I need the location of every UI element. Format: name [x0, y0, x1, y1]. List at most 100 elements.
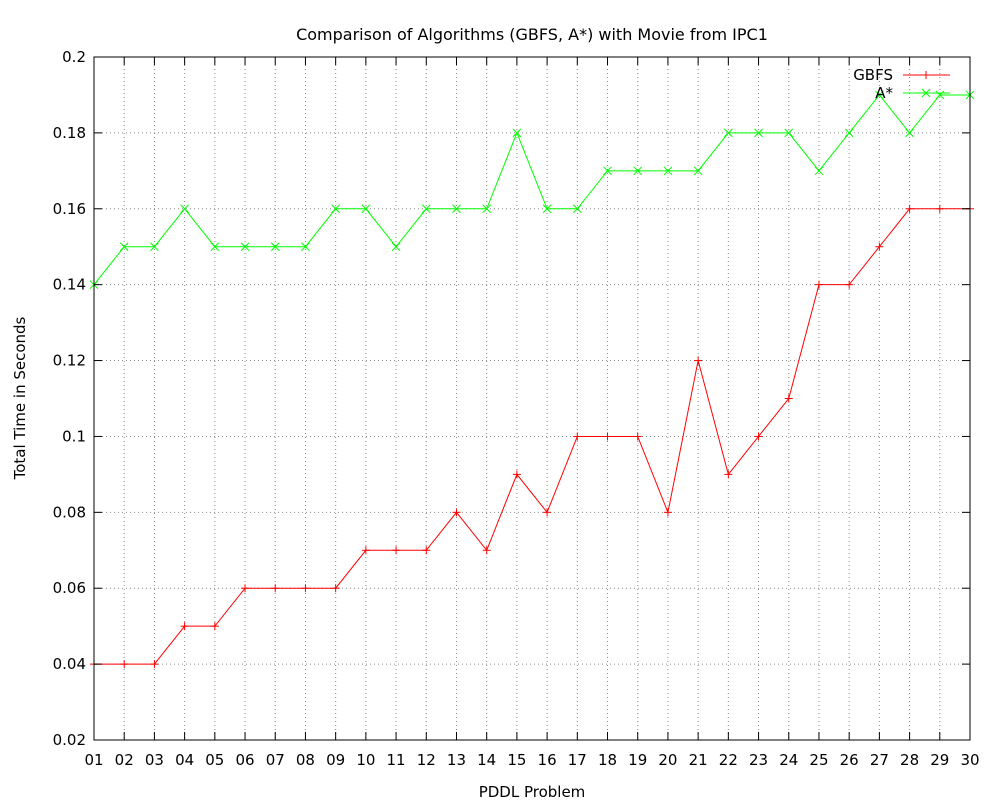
data-point-gbfs [905, 204, 914, 213]
marker-stroke [844, 128, 854, 138]
data-point-astar [512, 128, 522, 138]
data-point-gbfs [271, 584, 280, 593]
marker-stroke [210, 242, 220, 252]
data-point-gbfs [180, 622, 189, 631]
x-tick-label: 07 [266, 751, 285, 769]
data-point-astar [421, 204, 431, 214]
marker-stroke [301, 242, 310, 252]
data-point-gbfs [845, 280, 854, 289]
data-point-astar [301, 242, 310, 252]
x-tick-label: 02 [115, 751, 134, 769]
x-tick-label: 28 [900, 751, 919, 769]
data-point-astar [754, 128, 763, 138]
data-point-astar [452, 204, 461, 214]
marker-stroke [119, 242, 129, 252]
y-tick-label: 0.18 [53, 124, 86, 142]
x-tick-label: 11 [387, 751, 406, 769]
marker-stroke [452, 204, 461, 214]
series-astar [89, 90, 975, 290]
data-point-gbfs [573, 432, 582, 441]
x-tick-label: 26 [840, 751, 859, 769]
x-tick-label: 09 [326, 751, 345, 769]
x-tick-label: 01 [84, 751, 103, 769]
marker-stroke [180, 204, 189, 214]
data-point-gbfs [724, 470, 733, 479]
legend-label: A* [875, 84, 893, 102]
x-tick-label: 10 [356, 751, 375, 769]
marker-stroke [663, 166, 673, 176]
data-point-gbfs [935, 204, 944, 213]
y-tick-label: 0.06 [53, 579, 86, 597]
data-point-astar [391, 242, 401, 252]
x-tick-label: 25 [809, 751, 828, 769]
y-tick-label: 0.04 [53, 655, 86, 673]
data-point-astar [210, 242, 220, 252]
data-point-astar [905, 128, 914, 138]
data-point-gbfs [120, 660, 129, 669]
data-point-astar [844, 128, 854, 138]
data-point-gbfs [814, 280, 823, 289]
data-point-astar [361, 204, 371, 214]
data-point-astar [331, 204, 341, 214]
data-point-gbfs [482, 546, 491, 555]
data-point-astar [542, 204, 552, 214]
x-tick-label: 18 [598, 751, 617, 769]
data-point-astar [814, 166, 824, 176]
x-tick-label: 13 [447, 751, 466, 769]
marker-stroke [542, 204, 552, 214]
legend-entry-astar: A* [875, 84, 950, 102]
x-tick-label: 15 [507, 751, 526, 769]
y-tick-label: 0.16 [53, 200, 86, 218]
data-point-gbfs [754, 432, 763, 441]
x-tick-label: 19 [628, 751, 647, 769]
data-point-astar [875, 90, 884, 100]
data-point-astar [663, 166, 673, 176]
series-line-gbfs [94, 208, 970, 665]
series-layer [89, 90, 975, 669]
marker-stroke [572, 204, 582, 214]
marker-stroke [421, 204, 431, 214]
marker-stroke [784, 128, 794, 138]
data-point-astar [240, 242, 250, 252]
x-tick-label: 23 [749, 751, 768, 769]
data-point-astar [119, 242, 129, 252]
legend-label: GBFS [853, 66, 893, 84]
data-point-gbfs [784, 394, 793, 403]
legend-swatch-marker [921, 88, 931, 98]
x-tick-labels: 01 02 03 04 05 06 07 08 09 10 11 12 13 14 15 16 17 18 19 20… [84, 751, 979, 769]
data-point-astar [150, 242, 159, 252]
data-point-gbfs [543, 508, 552, 517]
data-point-astar [270, 242, 280, 252]
data-point-gbfs [150, 660, 159, 669]
x-tick-label: 29 [930, 751, 949, 769]
y-tick-label: 0.12 [53, 352, 86, 370]
data-point-astar [633, 166, 643, 176]
marker-stroke [482, 204, 492, 214]
x-tick-label: 20 [658, 751, 677, 769]
data-point-gbfs [422, 546, 431, 555]
data-point-gbfs [361, 546, 370, 555]
data-point-gbfs [241, 584, 250, 593]
data-point-gbfs [210, 622, 219, 631]
series-line-astar [93, 94, 970, 285]
y-tick-label: 0.08 [53, 503, 86, 521]
x-axis-label: PDDL Problem [479, 783, 586, 800]
marker-stroke [723, 128, 733, 138]
data-point-gbfs [452, 508, 461, 517]
data-point-gbfs [694, 356, 703, 365]
x-tick-label: 12 [417, 751, 436, 769]
plot-frame [93, 56, 971, 741]
marker-stroke [633, 166, 643, 176]
x-tick-label: 03 [145, 751, 164, 769]
x-tick-label: 16 [538, 751, 557, 769]
marker-stroke [693, 166, 703, 176]
tick-marks [93, 56, 971, 741]
data-point-astar [784, 128, 794, 138]
marker-stroke [921, 88, 931, 98]
marker-stroke [391, 242, 401, 252]
y-tick-label: 0.02 [53, 731, 86, 749]
legend-swatch-marker [922, 71, 930, 79]
